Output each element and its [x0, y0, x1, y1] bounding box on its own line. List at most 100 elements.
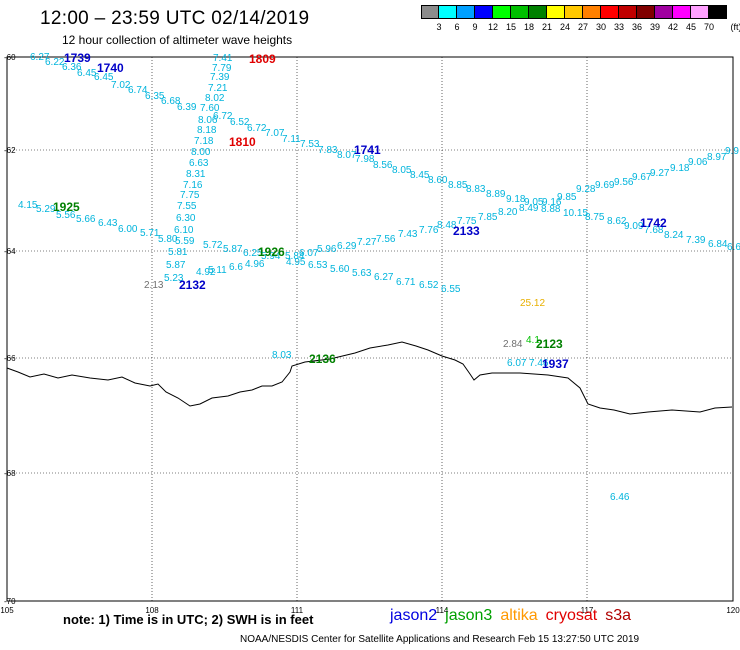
- legend-label: 6: [454, 22, 460, 32]
- wave-height-observations: 6.276.226.366.456.457.026.746.356.686.39…: [18, 52, 740, 503]
- wave-height-value: 6.00: [118, 224, 138, 235]
- wave-height-value-outlier: 2.13: [144, 280, 164, 291]
- wave-height-value: 5.60: [330, 264, 350, 275]
- antarctic-coastline: [6, 341, 733, 415]
- wave-height-value: 5.94: [261, 251, 281, 262]
- wave-height-value: 7.56: [376, 234, 396, 245]
- wave-height-value: 7.27: [357, 237, 377, 248]
- pass-time-label: 1925: [53, 200, 80, 214]
- legend-swatch: [511, 5, 529, 19]
- wave-height-value: 8.18: [197, 125, 217, 136]
- wave-height-value: 9.9: [725, 146, 739, 157]
- legend-swatch: [637, 5, 655, 19]
- pass-time-labels: 1739 1740 1809 1810 1741 1925 1926 2133 2132 1742…: [53, 51, 667, 371]
- wave-height-value: 6.29: [337, 241, 357, 252]
- wave-height-value: 8.06: [198, 115, 218, 126]
- legend-swatch: [619, 5, 637, 19]
- pass-time-label: 1926: [258, 245, 285, 259]
- wave-height-value: 6.07: [507, 358, 527, 369]
- wave-height-value: 6.74: [128, 85, 148, 96]
- wave-height-value: 8.60: [428, 175, 448, 186]
- satellite-key-altika: altika: [500, 607, 538, 624]
- lon-tick-label: 111: [291, 606, 304, 615]
- wave-height-value: 6.46: [610, 492, 630, 503]
- wave-height-value: 8.24: [664, 230, 684, 241]
- wave-height-value-outlier: 4.1: [526, 335, 540, 346]
- wave-height-value: 8.02: [205, 93, 225, 104]
- legend-label: 45: [685, 22, 696, 32]
- wave-height-value: 5.96: [317, 244, 337, 255]
- wave-height-value: 9.05: [524, 197, 544, 208]
- wave-height-value: 5.23: [164, 273, 184, 284]
- wave-height-value: 6.45: [94, 72, 114, 83]
- legend-label: 27: [577, 22, 588, 32]
- pass-time-label: 2123: [536, 337, 563, 351]
- wave-height-value: 5.59: [175, 236, 195, 247]
- wave-height-value: 6.43: [98, 218, 118, 229]
- wave-height-value: 7.75: [457, 216, 477, 227]
- legend-label: 12: [487, 22, 498, 32]
- wave-height-value: 8.88: [541, 204, 561, 215]
- lon-tick-label: 108: [145, 606, 159, 615]
- legend-swatch: [673, 5, 691, 19]
- pass-time-label: 1740: [97, 61, 124, 75]
- wave-height-value: 8.89: [486, 189, 506, 200]
- wave-height-value: 9.27: [650, 168, 670, 179]
- wave-height-value: 9.18: [506, 194, 526, 205]
- wave-height-value-outlier: 25.12: [520, 298, 545, 309]
- legend-label: 30: [595, 22, 606, 32]
- wave-height-value: 5.80: [158, 234, 178, 245]
- wave-height-value: 7.02: [111, 80, 131, 91]
- pass-time-label: 2133: [453, 224, 480, 238]
- wave-height-value: 6.71: [396, 277, 416, 288]
- legend-label: 33: [613, 22, 624, 32]
- wave-height-value: 7.16: [183, 180, 203, 191]
- wave-height-value: 6.68: [161, 96, 181, 107]
- wave-height-value: 8.20: [498, 207, 518, 218]
- legend-label: 42: [667, 22, 678, 32]
- pass-time-label: 1741: [354, 143, 381, 157]
- legend-swatch: [421, 5, 439, 19]
- satellite-key: jason2 jason3 altika cryosat s3a: [390, 607, 639, 625]
- legend-swatch: [529, 5, 547, 19]
- legend-swatch: [547, 5, 565, 19]
- wave-height-value: 7.07: [265, 128, 285, 139]
- legend-swatch: [583, 5, 601, 19]
- wave-height-value: 5.87: [223, 244, 243, 255]
- wave-height-value: 7.85: [478, 212, 498, 223]
- legend-label: 21: [541, 22, 552, 32]
- wave-height-value: 6.72: [213, 111, 233, 122]
- wave-height-value: 8.48: [437, 220, 457, 231]
- wave-height-value: 6.84: [708, 239, 728, 250]
- satellite-key-cryosat: cryosat: [545, 607, 598, 624]
- wave-height-value: 6.36: [62, 62, 82, 73]
- wave-height-value: 5.72: [203, 240, 223, 251]
- wave-height-value: 8.00: [191, 147, 211, 158]
- wave-height-value: 5.66: [76, 214, 96, 225]
- wave-height-value: 6.27: [374, 272, 394, 283]
- wave-height-value: 5.87: [166, 260, 186, 271]
- satellite-key-jason2: jason2: [390, 607, 438, 624]
- wave-height-value: 6.27: [30, 52, 50, 63]
- pass-time-label: 1739: [64, 51, 91, 65]
- legend-swatch: [601, 5, 619, 19]
- legend-label: 15: [505, 22, 516, 32]
- wave-height-value: 7.21: [208, 83, 228, 94]
- legend-swatch: [457, 5, 475, 19]
- wave-height-value: 8.07: [337, 150, 357, 161]
- legend-label: 24: [559, 22, 570, 32]
- wave-height-value: 9.85: [557, 192, 577, 203]
- wave-height-value: 7.39: [686, 235, 706, 246]
- credit-line: NOAA/NESDIS Center for Satellite Applica…: [240, 634, 640, 645]
- lon-tick-label: 117: [581, 606, 594, 615]
- wave-height-value: 7.83: [318, 145, 338, 156]
- wave-height-value: 8.05: [392, 165, 412, 176]
- legend-label: 9: [472, 22, 478, 32]
- wave-height-value: 7.60: [200, 103, 220, 114]
- legend-swatch: [493, 5, 511, 19]
- wave-height-value: 7.46: [529, 358, 549, 369]
- wave-height-value: 7.53: [300, 139, 320, 150]
- wave-height-value: 5.81: [168, 247, 188, 258]
